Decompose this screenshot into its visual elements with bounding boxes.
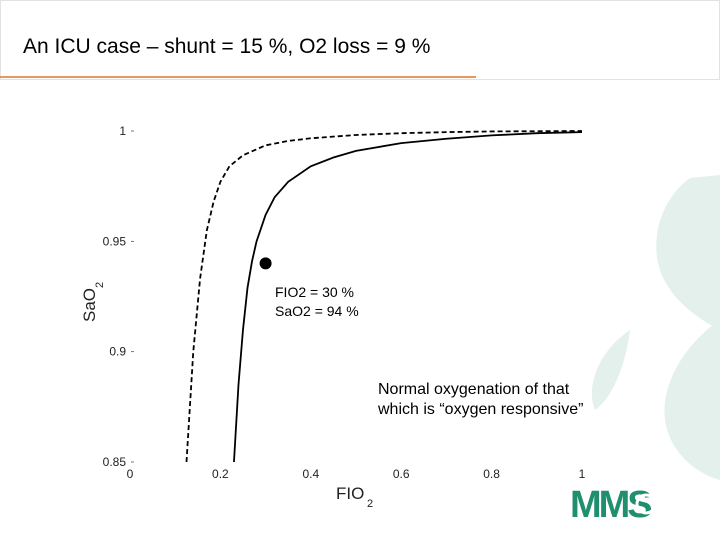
x-tick-label: 1 — [579, 467, 586, 481]
y-tick-label: 0.95 — [103, 234, 127, 248]
chart-marks — [259, 257, 272, 270]
logo-ring-icon — [635, 493, 657, 515]
x-axis-label: FIO — [336, 484, 364, 503]
mms-logo: MMS — [570, 484, 657, 524]
annotation-normal-oxygenation-line: Normal oxygenation of that — [378, 381, 570, 398]
y-axis-label-group: SaO2 — [80, 282, 106, 322]
dashed-curve — [185, 130, 583, 463]
x-tick-label: 0.2 — [212, 467, 229, 481]
chart-series — [185, 130, 583, 463]
y-tick-label: 0.9 — [109, 345, 126, 359]
x-axis-label-subscript: 2 — [367, 498, 373, 510]
x-tick-label: 0.4 — [302, 467, 319, 481]
chart-axes — [131, 130, 134, 463]
title-underline — [0, 76, 476, 78]
y-axis-label: SaO — [80, 288, 99, 322]
y-axis-label-subscript: 2 — [94, 282, 106, 288]
annotation-fio2-sao2-line: FIO2 = 30 % — [275, 284, 354, 300]
annotation-normal-oxygenation-line: which is “oxygen responsive” — [377, 401, 583, 418]
operating-point-marker — [259, 257, 272, 270]
x-tick-label: 0.6 — [393, 467, 410, 481]
logo-text: MMS — [570, 484, 651, 524]
slide-title: An ICU case – shunt = 15 %, O2 loss = 9 … — [23, 35, 431, 58]
x-tick-label: 0 — [127, 467, 134, 481]
solid-curve — [233, 131, 583, 463]
x-tick-label: 0.8 — [483, 467, 500, 481]
y-tick-label: 1 — [119, 124, 126, 138]
y-tick-label: 0.85 — [103, 455, 127, 469]
annotation-fio2-sao2-line: SaO2 = 94 % — [275, 303, 359, 319]
